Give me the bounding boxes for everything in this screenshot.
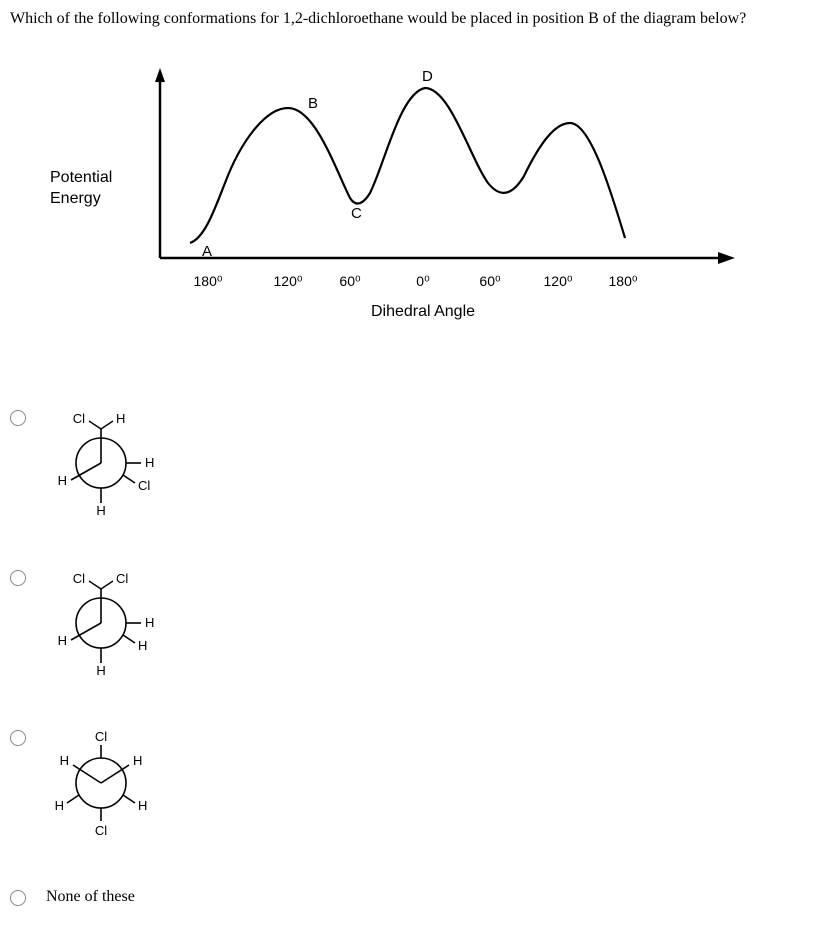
label-B: B	[308, 95, 318, 112]
newman-2: Cl Cl H H H H	[46, 568, 176, 678]
svg-text:60⁰: 60⁰	[339, 273, 361, 289]
newman-3: Cl H H H H Cl	[46, 728, 176, 838]
x-axis-label: Dihedral Angle	[371, 303, 475, 320]
radio-option-4[interactable]	[10, 890, 26, 906]
svg-text:Cl: Cl	[73, 411, 85, 426]
radio-option-1[interactable]	[10, 410, 26, 426]
label-D: D	[422, 68, 433, 85]
svg-text:H: H	[138, 638, 147, 653]
y-axis-label: Potential Energy	[50, 168, 112, 210]
radio-option-2[interactable]	[10, 570, 26, 586]
options-list: H Cl H Cl H H	[10, 408, 804, 906]
chart-svg: A B C D 180⁰ 120⁰ 60⁰ 0⁰ 60⁰ 120⁰ 180⁰ D…	[140, 68, 740, 348]
svg-text:Cl: Cl	[138, 478, 150, 493]
svg-text:H: H	[96, 503, 105, 518]
option-3[interactable]: Cl H H H H Cl	[10, 728, 804, 838]
svg-text:120⁰: 120⁰	[274, 273, 303, 289]
energy-diagram: Potential Energy A B C D 180⁰ 120⁰ 60⁰ 0…	[40, 68, 760, 348]
svg-text:Cl: Cl	[116, 571, 128, 586]
svg-text:H: H	[58, 473, 67, 488]
svg-text:H: H	[145, 615, 154, 630]
svg-text:H: H	[138, 798, 147, 813]
svg-text:Cl: Cl	[73, 571, 85, 586]
label-A: A	[202, 243, 212, 260]
radio-option-3[interactable]	[10, 730, 26, 746]
option-1[interactable]: H Cl H Cl H H	[10, 408, 804, 518]
svg-text:180⁰: 180⁰	[194, 273, 223, 289]
svg-text:120⁰: 120⁰	[544, 273, 573, 289]
option-2[interactable]: Cl Cl H H H H	[10, 568, 804, 678]
svg-text:H: H	[133, 753, 142, 768]
svg-text:Cl: Cl	[95, 729, 107, 744]
none-of-these-label: None of these	[46, 888, 135, 906]
svg-text:H: H	[96, 663, 105, 678]
question-text: Which of the following conformations for…	[10, 10, 804, 28]
svg-text:180⁰: 180⁰	[609, 273, 638, 289]
svg-text:60⁰: 60⁰	[479, 273, 501, 289]
svg-text:H: H	[58, 633, 67, 648]
label-C: C	[351, 205, 362, 222]
option-4[interactable]: None of these	[10, 888, 804, 906]
svg-text:H: H	[145, 455, 154, 470]
svg-text:0⁰: 0⁰	[416, 273, 430, 289]
svg-text:Cl: Cl	[95, 823, 107, 838]
svg-text:H: H	[116, 411, 125, 426]
svg-text:H: H	[60, 753, 69, 768]
svg-text:H: H	[55, 798, 64, 813]
newman-1: H Cl H Cl H H	[46, 408, 176, 518]
